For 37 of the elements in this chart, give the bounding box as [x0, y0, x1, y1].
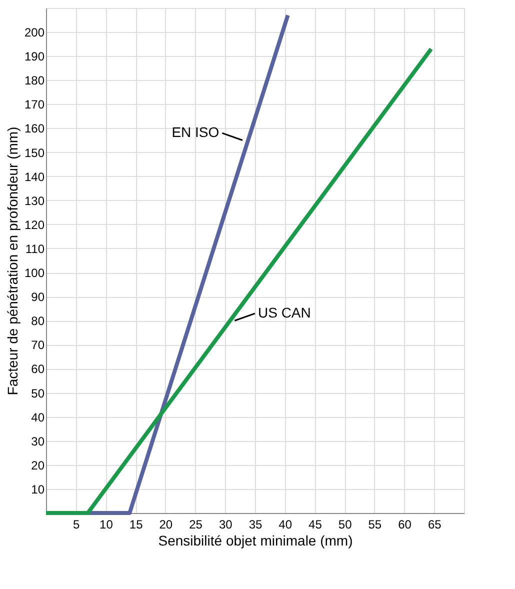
y-axis-title: Facteur de pénétration en profondeur (mm): [4, 126, 20, 396]
y-tick-label: 170: [24, 98, 45, 112]
x-tick-label: 10: [100, 518, 114, 532]
x-tick-label: 45: [308, 518, 322, 532]
annotation: EN ISO: [172, 124, 220, 140]
y-tick-label: 10: [31, 482, 45, 496]
y-tick-label: 50: [31, 386, 45, 400]
y-tick-label: 140: [24, 170, 45, 184]
y-tick-label: 160: [24, 122, 45, 136]
x-tick-label: 35: [248, 518, 262, 532]
x-tick-label: 40: [278, 518, 292, 532]
annotation: US CAN: [258, 304, 311, 320]
x-tick-label: 65: [428, 518, 442, 532]
y-tick-label: 190: [24, 50, 45, 64]
y-tick-label: 150: [24, 146, 45, 160]
y-tick-label: 80: [31, 314, 45, 328]
x-tick-label: 25: [189, 518, 203, 532]
y-tick-label: 40: [31, 410, 45, 424]
y-tick-label: 200: [24, 26, 45, 40]
y-tick-label: 180: [24, 74, 45, 88]
x-tick-label: 15: [129, 518, 144, 532]
y-tick-label: 90: [31, 290, 45, 304]
y-tick-label: 130: [24, 194, 45, 208]
x-tick-label: 30: [218, 518, 233, 532]
x-tick-label: 5: [73, 518, 80, 532]
y-tick-label: 110: [25, 242, 45, 256]
y-tick-label: 60: [31, 362, 45, 376]
y-tick-label: 20: [31, 458, 45, 472]
y-tick-label: 100: [24, 266, 45, 280]
y-tick-label: 70: [31, 338, 45, 352]
y-tick-label: 120: [24, 218, 45, 232]
y-tick-label: 30: [31, 434, 45, 448]
x-tick-label: 50: [338, 518, 352, 532]
x-axis-title: Sensibilité objet minimale (mm): [158, 532, 353, 548]
x-tick-label: 20: [159, 518, 173, 532]
x-tick-label: 60: [398, 518, 412, 532]
x-tick-label: 55: [368, 518, 382, 532]
